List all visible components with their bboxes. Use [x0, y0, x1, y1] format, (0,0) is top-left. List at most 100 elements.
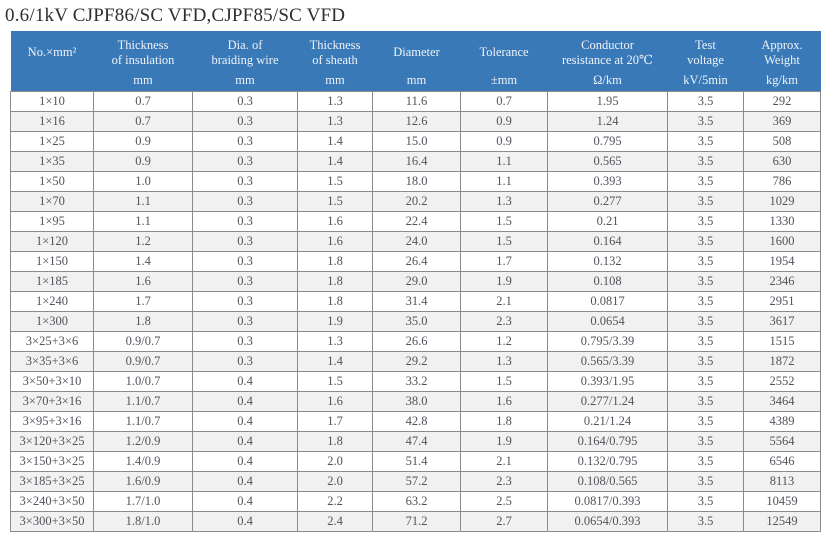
table-cell: 3×150+3×25: [10, 451, 94, 472]
table-cell: 71.2: [372, 511, 461, 532]
column-unit: [12, 72, 93, 89]
table-row: 3×35+3×6 0.9/0.7 0.3 1.4 29.2 1.3 0.565/3.39 3.…: [10, 351, 821, 372]
table-cell: 0.21: [547, 211, 668, 232]
column-label: No.×mm²: [27, 45, 77, 59]
table-cell: 1.8: [297, 271, 373, 292]
column-unit: kg/km: [766, 73, 798, 87]
table-row: 3×95+3×16 1.1/0.7 0.4 1.7 42.8 1.8 0.21/1.24 3.…: [10, 411, 821, 432]
table-cell: 3×185+3×25: [10, 471, 94, 492]
table-cell: 1.7: [297, 411, 373, 432]
table-cell: 0.9/0.7: [93, 331, 193, 352]
table-cell: 4389: [743, 411, 821, 432]
table-cell: 1×120: [10, 231, 94, 252]
table-cell: 3×25+3×6: [10, 331, 94, 352]
table-cell: 1872: [743, 351, 821, 372]
table-cell: 12549: [743, 511, 821, 532]
column-unit: mm: [325, 73, 345, 87]
table-cell: 1.3: [460, 351, 548, 372]
table-cell: 26.4: [372, 251, 461, 272]
table-cell: 0.3: [192, 111, 298, 132]
table-cell: 1.5: [297, 171, 373, 192]
table-cell: 1.1/0.7: [93, 411, 193, 432]
column-header-2: Thickness of insulation mm: [93, 31, 193, 92]
table-cell: 0.4: [192, 371, 298, 392]
table-cell: 3.5: [667, 351, 744, 372]
table-cell: 3.5: [667, 311, 744, 332]
table-cell: 3464: [743, 391, 821, 412]
table-cell: 2.0: [297, 451, 373, 472]
table-cell: 1.6: [297, 231, 373, 252]
table-cell: 1.5: [460, 211, 548, 232]
column-unit: ±mm: [490, 73, 518, 87]
column-label: Test voltage: [687, 37, 724, 67]
table-cell: 3×240+3×50: [10, 491, 94, 512]
table-cell: 1×50: [10, 171, 94, 192]
table-cell: 0.9: [93, 131, 193, 152]
table-cell: 1×300: [10, 311, 94, 332]
table-cell: 2.7: [460, 511, 548, 532]
table-cell: 3.5: [667, 431, 744, 452]
table-cell: 1.8: [297, 431, 373, 452]
table-cell: 0.132/0.795: [547, 451, 668, 472]
table-cell: 29.0: [372, 271, 461, 292]
table-cell: 0.9: [460, 111, 548, 132]
table-cell: 1.6: [460, 391, 548, 412]
table-cell: 1×150: [10, 251, 94, 272]
table-cell: 2346: [743, 271, 821, 292]
table-cell: 1.2: [460, 331, 548, 352]
table-cell: 1.3: [297, 91, 373, 112]
table-cell: 0.0817: [547, 291, 668, 312]
table-cell: 3×300+3×50: [10, 511, 94, 532]
table-cell: 0.9: [93, 151, 193, 172]
table-cell: 3.5: [667, 411, 744, 432]
table-cell: 0.4: [192, 511, 298, 532]
table-row: 1×25 0.9 0.3 1.4 15.0 0.9 0.795 3.5 508: [10, 131, 821, 152]
table-cell: 42.8: [372, 411, 461, 432]
table-cell: 3×50+3×10: [10, 371, 94, 392]
table-cell: 3×120+3×25: [10, 431, 94, 452]
table-cell: 2.1: [460, 291, 548, 312]
table-cell: 0.3: [192, 291, 298, 312]
table-cell: 0.9/0.7: [93, 351, 193, 372]
table-cell: 0.277: [547, 191, 668, 212]
table-cell: 3.5: [667, 191, 744, 212]
table-cell: 3617: [743, 311, 821, 332]
table-cell: 2.4: [297, 511, 373, 532]
table-cell: 12.6: [372, 111, 461, 132]
table-cell: 0.7: [93, 111, 193, 132]
table-cell: 1.24: [547, 111, 668, 132]
table-cell: 0.7: [460, 91, 548, 112]
table-cell: 1.1: [460, 171, 548, 192]
table-row: 1×240 1.7 0.3 1.8 31.4 2.1 0.0817 3.5 2951: [10, 291, 821, 312]
table-cell: 3.5: [667, 211, 744, 232]
table-cell: 1.2: [93, 231, 193, 252]
table-cell: 1.9: [297, 311, 373, 332]
table-cell: 57.2: [372, 471, 461, 492]
table-cell: 22.4: [372, 211, 461, 232]
column-unit: mm: [406, 73, 427, 87]
table-row: 3×25+3×6 0.9/0.7 0.3 1.3 26.6 1.2 0.795/3.39 3.…: [10, 331, 821, 352]
table-cell: 11.6: [372, 91, 461, 112]
table-cell: 0.3: [192, 131, 298, 152]
table-cell: 0.393: [547, 171, 668, 192]
table-cell: 3×95+3×16: [10, 411, 94, 432]
table-body: 1×10 0.7 0.3 1.3 11.6 0.7 1.95 3.5 292 1×16 0.7 0.3…: [10, 91, 821, 532]
table-cell: 31.4: [372, 291, 461, 312]
table-cell: 3.5: [667, 451, 744, 472]
table-cell: 0.3: [192, 151, 298, 172]
table-cell: 0.0817/0.393: [547, 491, 668, 512]
table-cell: 0.4: [192, 491, 298, 512]
table-cell: 0.3: [192, 311, 298, 332]
column-header-7: Conductor resistance at 20℃ Ω/km: [547, 31, 668, 92]
table-cell: 35.0: [372, 311, 461, 332]
table-cell: 1.0: [93, 171, 193, 192]
table-cell: 1.8: [93, 311, 193, 332]
table-cell: 1.4: [297, 151, 373, 172]
column-unit: mm: [133, 73, 153, 87]
table-row: 3×240+3×50 1.7/1.0 0.4 2.2 63.2 2.5 0.0817/0.3…: [10, 491, 821, 512]
header-row: No.×mm² Thickness of insulation mm Dia. of br…: [10, 31, 821, 92]
table-cell: 0.164/0.795: [547, 431, 668, 452]
table-row: 1×10 0.7 0.3 1.3 11.6 0.7 1.95 3.5 292: [10, 91, 821, 112]
table-row: 1×50 1.0 0.3 1.5 18.0 1.1 0.393 3.5 786: [10, 171, 821, 192]
table-cell: 3.5: [667, 271, 744, 292]
